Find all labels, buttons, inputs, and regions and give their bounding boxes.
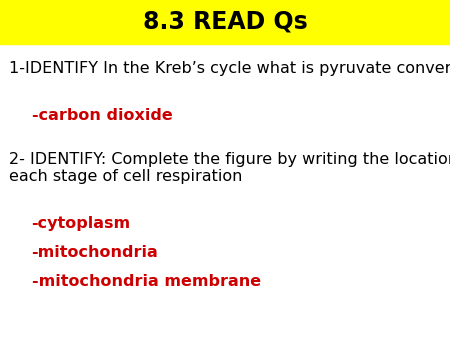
Text: -carbon dioxide: -carbon dioxide: [32, 108, 172, 123]
Text: 8.3 READ Qs: 8.3 READ Qs: [143, 10, 307, 34]
Text: 1-IDENTIFY In the Kreb’s cycle what is pyruvate converted to?: 1-IDENTIFY In the Kreb’s cycle what is p…: [9, 61, 450, 76]
Text: -mitochondria membrane: -mitochondria membrane: [32, 274, 261, 289]
Bar: [0, 0, 450, 44]
Text: -cytoplasm: -cytoplasm: [32, 216, 130, 231]
Text: 2- IDENTIFY: Complete the figure by writing the location of
each stage of cell r: 2- IDENTIFY: Complete the figure by writ…: [9, 152, 450, 185]
Text: -mitochondria: -mitochondria: [32, 245, 158, 260]
